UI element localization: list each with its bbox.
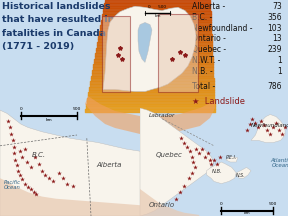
Text: N.B. -: N.B. - (192, 67, 213, 76)
Polygon shape (226, 157, 238, 162)
Text: Quebec -: Quebec - (192, 45, 226, 54)
Text: km: km (154, 14, 161, 18)
Text: 1: 1 (277, 56, 282, 65)
Text: Alberta -: Alberta - (192, 2, 225, 11)
Text: 0: 0 (20, 107, 22, 111)
Text: km: km (243, 211, 250, 215)
Text: Newfoundland -: Newfoundland - (192, 24, 253, 33)
Text: 500: 500 (73, 107, 81, 111)
Text: Ontario: Ontario (149, 202, 175, 208)
Text: Alberta: Alberta (96, 162, 122, 168)
Polygon shape (140, 189, 199, 216)
Polygon shape (251, 114, 285, 143)
Polygon shape (0, 178, 140, 216)
Polygon shape (236, 167, 251, 178)
Text: 0: 0 (220, 202, 223, 206)
Text: 1: 1 (277, 67, 282, 76)
Text: B.C. -: B.C. - (192, 13, 212, 22)
Text: 500: 500 (269, 202, 277, 206)
Text: Pacific
Ocean: Pacific Ocean (4, 179, 21, 190)
Text: Historical landslides: Historical landslides (2, 2, 111, 11)
Polygon shape (140, 108, 214, 216)
Text: Quebec: Quebec (156, 152, 183, 158)
Text: km: km (46, 118, 52, 122)
Polygon shape (103, 6, 196, 92)
Text: 103: 103 (268, 24, 282, 33)
Bar (158, 14, 198, 92)
Text: that have resulted in: that have resulted in (2, 16, 114, 24)
Text: 356: 356 (267, 13, 282, 22)
Text: N.S.: N.S. (236, 173, 245, 178)
Polygon shape (85, 96, 215, 134)
Text: fatalities in Canada: fatalities in Canada (2, 29, 106, 38)
Text: 13: 13 (272, 34, 282, 43)
Text: Newfoundland: Newfoundland (251, 123, 288, 129)
Text: (1771 - 2019): (1771 - 2019) (2, 43, 74, 51)
Text: 73: 73 (272, 2, 282, 11)
Polygon shape (206, 162, 236, 184)
Text: Total -: Total - (192, 82, 215, 91)
Text: 786: 786 (268, 82, 282, 91)
Polygon shape (0, 110, 140, 216)
Text: Atlantic
Ocean: Atlantic Ocean (270, 158, 288, 168)
Text: N.W.T. -: N.W.T. - (192, 56, 220, 65)
Bar (102, 16, 130, 92)
Text: ★  Landslide: ★ Landslide (192, 97, 245, 106)
Text: P.E.I.: P.E.I. (226, 155, 238, 160)
Text: 0      500: 0 500 (149, 5, 166, 10)
Polygon shape (138, 22, 152, 62)
Text: Ontario -: Ontario - (192, 34, 226, 43)
Text: 239: 239 (268, 45, 282, 54)
Text: Labrador: Labrador (149, 113, 175, 118)
Text: B.C.: B.C. (32, 152, 46, 158)
Text: N.B.: N.B. (212, 169, 222, 174)
